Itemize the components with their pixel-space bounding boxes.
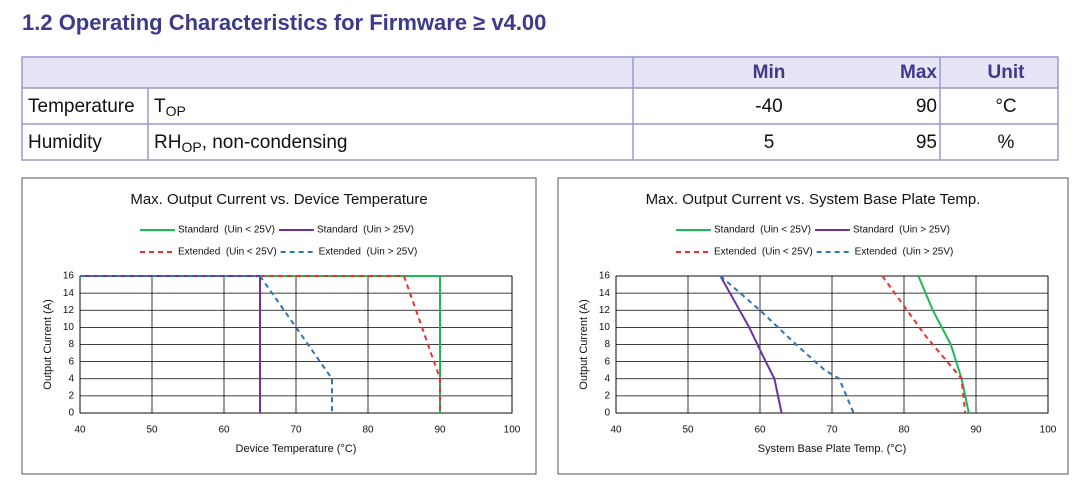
chart-title: Max. Output Current vs. Device Temperatu…: [130, 191, 427, 208]
y-tick-label: 16: [599, 271, 611, 282]
x-tick-label: 50: [146, 425, 158, 436]
x-tick-label: 70: [826, 425, 838, 436]
subscript: OP: [166, 103, 186, 119]
x-tick-label: 70: [290, 425, 302, 436]
cell: RHOP, non-condensing: [154, 132, 347, 155]
cell: TOP: [154, 96, 186, 119]
y-tick-label: 14: [63, 288, 75, 299]
x-tick-label: 60: [218, 425, 230, 436]
x-tick-label: 50: [682, 425, 694, 436]
plot-frame: [615, 275, 1049, 414]
x-axis-label: System Base Plate Temp. (°C): [758, 443, 906, 455]
legend-label: Standard (Uin > 25V): [853, 225, 950, 236]
legend-label: Extended (Uin < 25V): [178, 247, 277, 258]
y-tick-label: 0: [68, 408, 74, 419]
x-tick-label: 90: [970, 425, 982, 436]
y-tick-label: 10: [63, 322, 75, 333]
y-tick-label: 12: [599, 305, 611, 316]
chart-frame: [21, 177, 537, 475]
y-tick-label: 12: [63, 305, 75, 316]
chart-title: Max. Output Current vs. System Base Plat…: [646, 191, 981, 208]
legend-label: Extended (Uin > 25V): [855, 247, 954, 258]
x-tick-label: 80: [362, 425, 374, 436]
table-header-bg: [22, 57, 1058, 88]
header-cell: Min: [753, 62, 786, 83]
table: Min Max Unit Temperature TOP -40 90 °C H…: [21, 56, 1059, 161]
subscript: OP: [181, 139, 201, 155]
chart: Max. Output Current vs. System Base Plat…: [557, 177, 1069, 475]
heading: 1.2 Operating Characteristics for Firmwa…: [22, 10, 546, 35]
symbol: RH: [154, 132, 181, 153]
series-line: [80, 275, 333, 413]
cell: Temperature: [28, 96, 135, 117]
y-tick-label: 8: [604, 339, 610, 350]
legend-label: Extended (Uin > 25V): [319, 247, 418, 258]
table-border: [21, 56, 1059, 161]
legend-label: Standard (Uin < 25V): [178, 225, 275, 236]
symbol: T: [154, 96, 166, 117]
y-tick-label: 16: [63, 271, 75, 282]
legend-label: Standard (Uin > 25V): [317, 225, 414, 236]
x-axis-label: Device Temperature (°C): [236, 443, 357, 455]
y-tick-label: 6: [604, 356, 610, 367]
x-tick-label: 100: [504, 425, 521, 436]
legend-label: Extended (Uin < 25V): [714, 247, 813, 258]
cell: Humidity: [28, 132, 102, 153]
cell: 5: [764, 132, 775, 153]
y-tick-label: 6: [68, 356, 74, 367]
note: , non-condensing: [202, 132, 348, 153]
x-tick-label: 100: [1040, 425, 1057, 436]
cell: °C: [995, 96, 1016, 117]
legend-label: Standard (Uin < 25V): [714, 225, 811, 236]
series-line: [917, 275, 970, 414]
y-tick-label: 4: [604, 373, 610, 384]
y-axis-label: Output Current (A): [42, 299, 54, 389]
y-tick-label: 0: [604, 408, 610, 419]
cell: 95: [916, 132, 937, 153]
x-tick-label: 90: [434, 425, 446, 436]
series-line: [719, 275, 783, 414]
y-tick-label: 2: [68, 391, 74, 402]
series-line: [719, 275, 855, 414]
header-cell: Unit: [988, 62, 1026, 83]
x-tick-label: 80: [898, 425, 910, 436]
chart-frame: [557, 177, 1069, 475]
header-cell: Max: [900, 62, 937, 83]
cell: 90: [916, 96, 937, 117]
cell: -40: [755, 96, 782, 117]
x-tick-label: 40: [74, 425, 86, 436]
y-tick-label: 14: [599, 288, 611, 299]
y-tick-label: 10: [599, 322, 611, 333]
y-tick-label: 8: [68, 339, 74, 350]
x-tick-label: 40: [610, 425, 622, 436]
y-tick-label: 4: [68, 373, 74, 384]
x-tick-label: 60: [754, 425, 766, 436]
y-tick-label: 2: [604, 391, 610, 402]
series-line: [881, 275, 967, 414]
cell: %: [998, 132, 1015, 153]
chart: Max. Output Current vs. Device Temperatu…: [21, 177, 537, 475]
y-axis-label: Output Current (A): [578, 299, 590, 389]
